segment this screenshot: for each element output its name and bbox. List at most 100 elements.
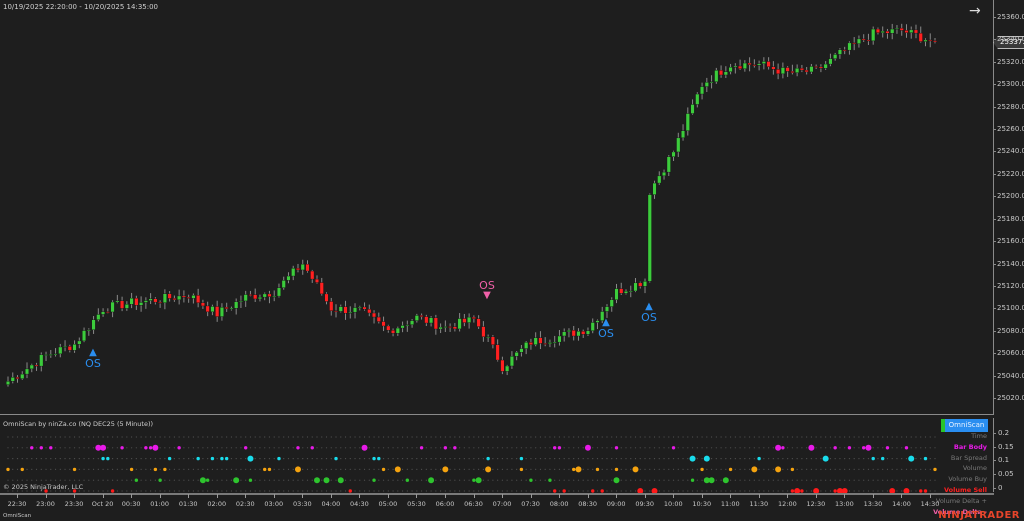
time-axis-tick [131, 494, 133, 498]
price-axis-tick [993, 263, 996, 265]
time-axis-label: 05:30 [407, 500, 426, 508]
time-axis-label: 13:00 [835, 500, 854, 508]
time-axis-label: 05:00 [378, 500, 398, 508]
time-axis-label: 04:30 [350, 500, 369, 508]
indicator-axis-label: 0.05 [998, 470, 1014, 479]
price-axis-label: 25140.00 [997, 259, 1024, 268]
time-axis-label: 08:00 [549, 500, 569, 508]
price-axis-label: 25040.00 [997, 371, 1024, 380]
time-axis-label: 07:00 [492, 500, 512, 508]
ninjatrader-logo: NINJATRADER [938, 510, 1020, 521]
time-axis-label: 11:30 [749, 500, 769, 508]
indicator-row-label: Bar Body [953, 442, 987, 451]
price-axis-tick [993, 196, 996, 198]
indicator-axis-label: 0 [998, 483, 1003, 492]
time-axis-tick [872, 494, 874, 498]
time-axis-label: 12:00 [777, 500, 797, 508]
time-axis-label: 03:30 [292, 500, 312, 508]
price-axis-tick [993, 241, 996, 243]
omniscan-button[interactable]: OmniScan [941, 419, 988, 432]
time-axis-tick [473, 494, 475, 498]
time-axis-label: 02:30 [235, 500, 255, 508]
time-axis-tick [502, 494, 504, 498]
time-axis-tick [188, 494, 190, 498]
time-axis-tick [102, 494, 104, 498]
indicator-row-label: Volume Delta - [933, 507, 987, 516]
scroll-to-latest-arrow-icon[interactable]: → [969, 3, 981, 19]
time-axis-label: 10:00 [663, 500, 683, 508]
omniscan-dot-matrix [6, 436, 937, 494]
time-axis-label: 07:30 [521, 500, 540, 508]
pane-separator[interactable] [0, 414, 994, 415]
price-axis-tick [993, 151, 996, 153]
price-axis-tick [993, 17, 996, 18]
time-axis-tick [159, 494, 161, 498]
price-axis-label: 25240.00 [997, 147, 1024, 156]
price-axis-tick [993, 173, 996, 175]
os-signal-up: ▲ OS [85, 347, 101, 370]
time-axis-tick [587, 494, 589, 498]
time-axis-label: 09:30 [635, 500, 655, 508]
signal-label: OS [598, 327, 614, 340]
price-axis-tick [993, 106, 996, 108]
time-axis-tick [273, 494, 275, 498]
time-axis-tick [530, 494, 532, 498]
price-chart-pane[interactable] [0, 0, 1024, 414]
price-axis-label: 25060.00 [997, 349, 1024, 358]
price-axis-label: 25320.00 [997, 57, 1024, 66]
time-axis-tick [245, 494, 247, 498]
time-axis-tick [787, 494, 789, 498]
time-axis-label: 23:30 [64, 500, 84, 508]
price-axis-label: 25120.00 [997, 281, 1024, 290]
os-signal-up: ▲ OS [598, 317, 614, 340]
time-axis-tick [359, 494, 361, 498]
candlestick-series [5, 23, 938, 387]
time-axis-tick [730, 494, 732, 498]
last-price-marker: 25337.75 [993, 36, 1024, 49]
price-axis-tick [993, 61, 996, 63]
triangle-up-icon: ▲ [602, 317, 610, 328]
indicator-axis-tick [993, 474, 996, 476]
price-axis-tick [993, 218, 996, 220]
omniscan-indicator-pane[interactable] [0, 414, 1024, 494]
time-axis-tick [216, 494, 218, 498]
price-axis-label: 25280.00 [997, 102, 1024, 111]
time-axis-label: 23:00 [36, 500, 55, 508]
time-axis-label: 03:00 [264, 500, 284, 508]
indicator-row-label: Volume Buy [948, 475, 987, 484]
time-axis-line[interactable] [0, 493, 994, 495]
time-axis-label: 11:00 [720, 500, 740, 508]
time-axis-label: 10:30 [692, 500, 712, 508]
time-axis-label: 06:00 [435, 500, 455, 508]
indicator-axis-tick [993, 487, 996, 489]
time-axis-label: 02:00 [207, 500, 227, 508]
indicator-row-label: Time [971, 432, 987, 440]
time-axis-tick [17, 494, 18, 498]
time-axis-tick [45, 494, 47, 498]
triangle-up-icon: ▲ [89, 347, 97, 358]
time-axis-tick [302, 494, 304, 498]
time-axis-tick [387, 494, 389, 498]
signal-label: OS [85, 357, 101, 370]
signal-label: OS [641, 311, 657, 324]
footer-tab-omniscan[interactable]: OmniScan [3, 513, 32, 519]
price-axis-label: 25340.00 [997, 35, 1024, 44]
price-axis-tick [993, 308, 996, 310]
time-axis-tick [815, 494, 817, 498]
time-axis-tick [901, 494, 903, 498]
indicator-axis-tick [993, 460, 996, 462]
price-axis-tick [993, 39, 996, 41]
time-axis-tick [644, 494, 646, 498]
indicator-axis-line [993, 418, 994, 492]
time-axis-tick [330, 494, 332, 498]
os-signal-up: ▲ OS [641, 302, 657, 324]
price-axis-tick [993, 84, 996, 86]
price-axis-tick [993, 398, 996, 399]
time-axis-label: 12:30 [806, 500, 826, 508]
indicator-row-label: Volume Delta + [935, 496, 987, 505]
price-axis-tick [993, 285, 996, 287]
price-axis-label: 25100.00 [997, 304, 1024, 313]
indicator-axis-label: 0.15 [998, 442, 1014, 451]
time-axis-label: 06:30 [464, 500, 483, 508]
price-axis-label: 25020.00 [997, 394, 1024, 402]
